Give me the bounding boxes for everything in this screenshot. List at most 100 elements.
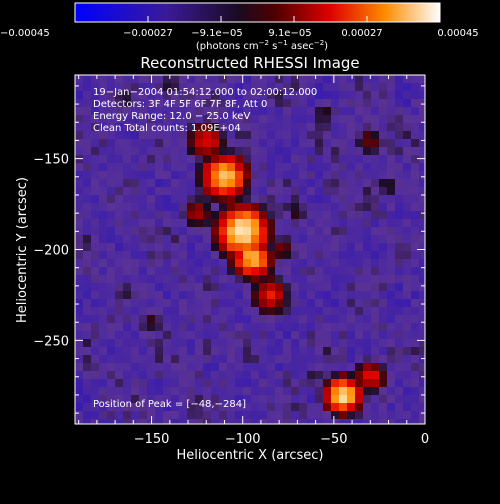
heatmap-cell: [371, 371, 380, 380]
heatmap-cell: [227, 419, 236, 424]
heatmap-cell: [331, 131, 340, 140]
heatmap-cell: [339, 91, 348, 100]
heatmap-cell: [99, 283, 108, 292]
heatmap-cell: [235, 139, 244, 148]
heatmap-cell: [83, 219, 92, 228]
heatmap-cell: [363, 107, 372, 116]
heatmap-cell: [227, 83, 236, 92]
heatmap-cell: [355, 131, 364, 140]
heatmap-cell: [291, 323, 300, 332]
heatmap-cell: [347, 171, 356, 180]
heatmap-cell: [387, 91, 396, 100]
heatmap-cell: [235, 227, 244, 236]
heatmap-cell: [107, 203, 116, 212]
heatmap-cell: [363, 363, 372, 372]
heatmap-cell: [243, 115, 252, 124]
heatmap-cell: [83, 211, 92, 220]
heatmap-cell: [323, 275, 332, 284]
heatmap-cell: [179, 395, 188, 404]
heatmap-cell: [179, 371, 188, 380]
heatmap-cell: [363, 315, 372, 324]
heatmap-cell: [299, 395, 308, 404]
heatmap-cell: [163, 371, 172, 380]
heatmap-cell: [379, 107, 388, 116]
heatmap-cell: [131, 403, 140, 412]
heatmap-cell: [195, 355, 204, 364]
heatmap-cell: [275, 299, 284, 308]
heatmap-cell: [99, 315, 108, 324]
heatmap-cell: [139, 371, 148, 380]
heatmap-cell: [243, 323, 252, 332]
heatmap-cell: [75, 299, 84, 308]
heatmap-cell: [147, 259, 156, 268]
heatmap-cell: [371, 419, 380, 424]
heatmap-cell: [227, 291, 236, 300]
heatmap-cell: [163, 115, 172, 124]
heatmap-cell: [291, 187, 300, 196]
heatmap-cell: [299, 251, 308, 260]
heatmap-cell: [387, 291, 396, 300]
heatmap-cell: [315, 371, 324, 380]
heatmap-cell: [371, 171, 380, 180]
heatmap-cell: [203, 75, 212, 84]
heatmap-cell: [363, 291, 372, 300]
heatmap-cell: [203, 387, 212, 396]
heatmap-cell: [139, 291, 148, 300]
heatmap-cell: [411, 315, 420, 324]
heatmap-cell: [171, 395, 180, 404]
heatmap-cell: [99, 203, 108, 212]
heatmap-cell: [379, 155, 388, 164]
heatmap-cell: [195, 99, 204, 108]
heatmap-cell: [355, 91, 364, 100]
heatmap-cell: [291, 163, 300, 172]
heatmap-cell: [419, 211, 425, 220]
heatmap-cell: [299, 379, 308, 388]
heatmap-cell: [227, 139, 236, 148]
heatmap-cell: [91, 243, 100, 252]
heatmap-cell: [163, 107, 172, 116]
heatmap-cell: [355, 179, 364, 188]
heatmap-cell: [83, 331, 92, 340]
heatmap-cell: [99, 131, 108, 140]
heatmap-cell: [179, 123, 188, 132]
heatmap-cell: [387, 147, 396, 156]
heatmap-cell: [211, 291, 220, 300]
heatmap-cell: [123, 171, 132, 180]
heatmap-cell: [115, 371, 124, 380]
heatmap-cell: [331, 331, 340, 340]
heatmap-cell: [259, 155, 268, 164]
heatmap-cell: [179, 363, 188, 372]
heatmap-cell: [235, 363, 244, 372]
heatmap-cell: [91, 291, 100, 300]
heatmap-cell: [283, 339, 292, 348]
heatmap-cell: [395, 275, 404, 284]
heatmap-cell: [139, 235, 148, 244]
heatmap-cell: [203, 331, 212, 340]
heatmap-cell: [395, 411, 404, 420]
heatmap-cell: [419, 219, 425, 228]
heatmap-cell: [211, 307, 220, 316]
heatmap-cell: [339, 355, 348, 364]
heatmap-cell: [83, 251, 92, 260]
heatmap-cell: [219, 227, 228, 236]
heatmap-cell: [235, 419, 244, 424]
heatmap-cell: [315, 323, 324, 332]
heatmap-cell: [91, 323, 100, 332]
heatmap-cell: [387, 363, 396, 372]
heatmap-cell: [131, 123, 140, 132]
heatmap-cell: [307, 227, 316, 236]
heatmap-cell: [235, 339, 244, 348]
heatmap-cell: [307, 323, 316, 332]
heatmap-cell: [291, 195, 300, 204]
heatmap-cell: [171, 83, 180, 92]
heatmap-cell: [323, 323, 332, 332]
heatmap-cell: [395, 219, 404, 228]
heatmap-cell: [179, 379, 188, 388]
heatmap-cell: [123, 267, 132, 276]
heatmap-cell: [131, 411, 140, 420]
heatmap-cell: [339, 147, 348, 156]
heatmap-cell: [99, 331, 108, 340]
heatmap-cell: [315, 387, 324, 396]
heatmap-cell: [195, 179, 204, 188]
heatmap-cell: [131, 179, 140, 188]
